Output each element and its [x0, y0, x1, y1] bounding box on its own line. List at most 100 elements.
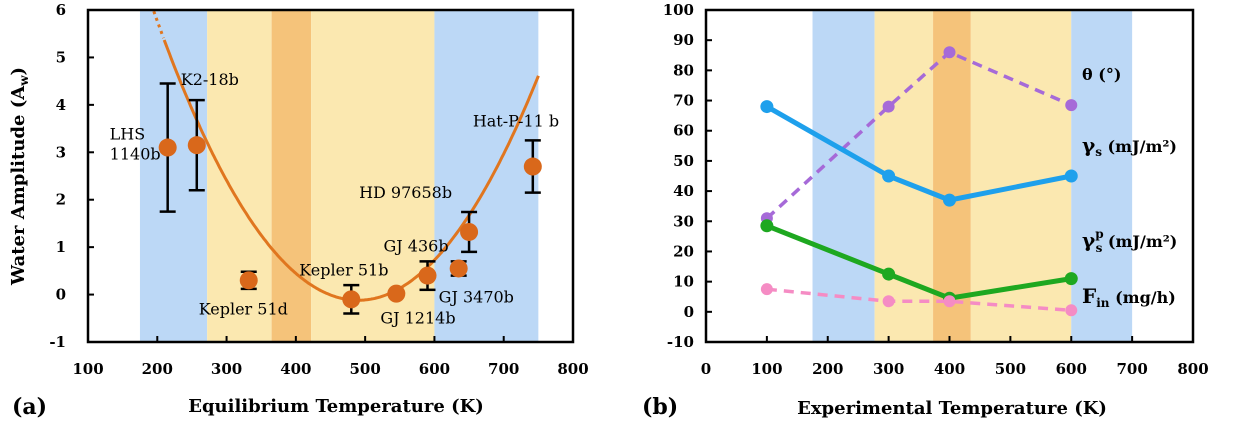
- series-point: [943, 295, 956, 308]
- panel-b-x-ticks: 0 100 200 300 400 500 600 700 800: [701, 336, 1209, 378]
- x-tick-label: 600: [1056, 360, 1087, 378]
- x-tick-label: 700: [488, 360, 519, 378]
- series-point: [1064, 169, 1078, 183]
- y-tick-label: 40: [673, 182, 694, 200]
- series-label: γp s (mJ/m²): [1082, 227, 1177, 255]
- series-point: [943, 46, 956, 59]
- series-point: [760, 283, 773, 296]
- series-line: [766, 287, 1072, 313]
- data-point: [460, 222, 479, 241]
- x-tick-label: 200: [142, 360, 173, 378]
- series-label: θ (°): [1082, 65, 1121, 84]
- x-tick-label: 0: [701, 360, 711, 378]
- x-tick-label: 400: [934, 360, 965, 378]
- data-point: [158, 138, 177, 157]
- y-tick-label: 0: [56, 286, 66, 304]
- x-tick-label: 100: [72, 360, 103, 378]
- series-line: [765, 50, 1072, 220]
- x-tick-label: 400: [280, 360, 311, 378]
- y-tick-label: 30: [673, 212, 694, 230]
- point-label: GJ 1214b: [380, 309, 455, 328]
- panel-a-y-ticks: -1 0 1 2 3 4 5 6: [49, 1, 94, 351]
- y-tick-label: 1: [56, 238, 66, 256]
- y-tick-label: 5: [56, 48, 66, 66]
- x-tick-label: 300: [873, 360, 904, 378]
- x-tick-label: 200: [812, 360, 843, 378]
- point-label: Kepler 51d: [199, 299, 288, 318]
- y-tick-label: 20: [673, 242, 694, 260]
- panel-a-temperature-bands: [139, 10, 539, 342]
- panel-a-plot-frame: [86, 8, 575, 344]
- panel-a-x-axis-title: Equilibrium Temperature (K): [188, 396, 484, 417]
- series-point: [882, 100, 895, 113]
- y-tick-label: 60: [673, 122, 694, 140]
- y-tick-label: 4: [56, 96, 66, 114]
- series-point: [760, 100, 774, 114]
- y-tick-label: 3: [56, 143, 66, 161]
- point-label: HD 97658b: [359, 183, 452, 202]
- panel-b-label: (b): [642, 394, 678, 420]
- x-tick-label: 600: [419, 360, 450, 378]
- y-tick-label: 6: [56, 1, 66, 19]
- y-tick-label: 0: [684, 303, 694, 321]
- data-point: [187, 136, 206, 155]
- data-point: [239, 271, 258, 290]
- series-label: Fin (mg/h): [1082, 284, 1176, 310]
- y-tick-label: -1: [49, 333, 66, 351]
- temperature-band: [271, 10, 312, 342]
- point-label: GJ 3470b: [439, 287, 514, 306]
- y-tick-label: -10: [667, 333, 694, 351]
- series-point: [882, 267, 896, 281]
- point-label: Kepler 51b: [299, 260, 388, 279]
- series-label: γs (mJ/m²): [1082, 133, 1177, 159]
- y-tick-label: 50: [673, 152, 694, 170]
- data-point: [387, 284, 406, 303]
- data-point: [342, 290, 361, 309]
- y-tick-label: 70: [673, 92, 694, 110]
- point-label: 1140b: [110, 145, 161, 164]
- x-tick-label: 300: [211, 360, 242, 378]
- panel-a-y-axis-title: Water Amplitude (Aw): [8, 67, 31, 286]
- data-point: [523, 157, 542, 176]
- y-tick-label: 100: [663, 1, 694, 19]
- point-label: LHS: [110, 125, 146, 144]
- x-tick-label: 500: [349, 360, 380, 378]
- x-tick-label: 800: [1177, 360, 1208, 378]
- x-tick-label: 100: [751, 360, 782, 378]
- x-tick-label: 700: [1116, 360, 1147, 378]
- y-tick-label: 2: [56, 191, 66, 209]
- temperature-band: [434, 10, 539, 342]
- y-tick-label: 80: [673, 61, 694, 79]
- series-point: [760, 219, 774, 233]
- series-point: [1065, 99, 1078, 112]
- y-tick-label: 90: [673, 31, 694, 49]
- series-line: [765, 104, 1072, 203]
- panel-b-series: [760, 46, 1078, 317]
- point-label: GJ 436b: [384, 237, 449, 256]
- point-label: Hat-P-11 b: [473, 112, 559, 131]
- panel-b-x-axis-title: Experimental Temperature (K): [797, 398, 1107, 419]
- data-point: [449, 259, 468, 278]
- y-tick-label: 10: [673, 273, 694, 291]
- temperature-band: [812, 10, 875, 342]
- series-point: [882, 295, 895, 308]
- point-label: K2-18b: [181, 70, 239, 89]
- series-point: [943, 193, 956, 207]
- fit-curve-extrapolated: [152, 10, 165, 39]
- series-point: [1065, 304, 1078, 317]
- temperature-band: [1071, 10, 1133, 342]
- panel-b-series-labels: θ (°) γs (mJ/m²) γp s (mJ/m²) Fin (mg/h): [1082, 65, 1177, 310]
- series-line: [765, 223, 1072, 301]
- series-point: [1064, 272, 1078, 286]
- panel-b-y-ticks: -10 0 10 20 30 40 50 60 70 80 90 100: [663, 1, 712, 351]
- temperature-band: [311, 10, 435, 342]
- temperature-band: [207, 10, 272, 342]
- panel-a-label: (a): [12, 394, 47, 420]
- x-tick-label: 800: [557, 360, 588, 378]
- x-tick-label: 500: [995, 360, 1026, 378]
- panel-a-x-ticks: 100 200 300 400 500 600 700 800: [72, 336, 589, 378]
- series-point: [882, 169, 896, 183]
- temperature-band: [933, 10, 971, 342]
